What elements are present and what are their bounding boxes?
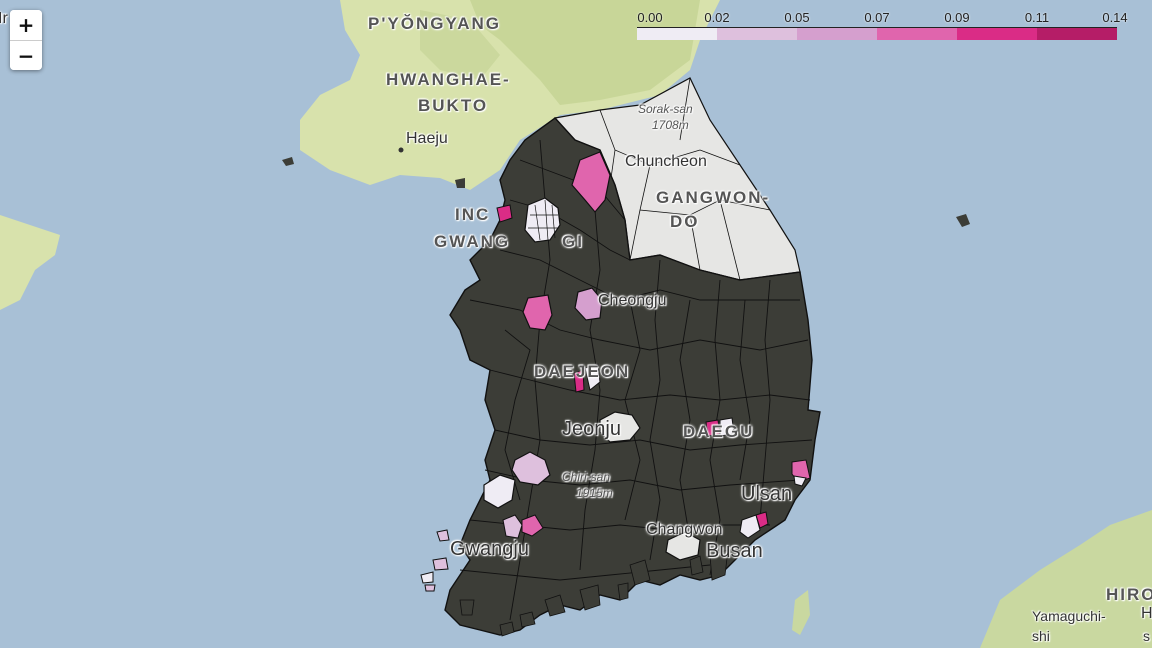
region-changwon-white[interactable]: [665, 531, 701, 561]
legend-tick-label: 0.07: [864, 10, 890, 25]
legend-ticks: 0.00 0.02 0.05 0.07 0.09 0.11 0.14: [637, 10, 1127, 27]
zoom-control: + −: [10, 10, 42, 70]
island-jeju-w1: [420, 571, 434, 584]
zoom-in-button[interactable]: +: [10, 10, 42, 40]
region-pohang-white[interactable]: [793, 475, 807, 487]
legend-swatch: [637, 28, 717, 40]
island-baengnyeong: [455, 178, 465, 188]
legend-swatch: [957, 28, 1037, 40]
region-daejeon-pink[interactable]: [573, 369, 585, 393]
legend-swatch: [877, 28, 957, 40]
region-jeonju[interactable]: [599, 411, 641, 443]
legend-swatch: [1037, 28, 1117, 40]
island-ulleung: [956, 214, 970, 227]
legend-bar: [637, 27, 1117, 40]
tsushima: [792, 590, 810, 635]
legend-tick-label: 0.14: [1102, 10, 1128, 25]
region-gwangju-pink-1[interactable]: [502, 514, 523, 539]
legend-swatch: [797, 28, 877, 40]
region-north-gyeonggi-pink[interactable]: [571, 151, 611, 213]
region-seoul[interactable]: [524, 197, 561, 243]
japan-landmass: [980, 510, 1152, 648]
legend-tick-label: 0.09: [944, 10, 970, 25]
island-w: [282, 157, 294, 166]
region-incheon[interactable]: [496, 204, 513, 223]
gangwon-borders: [599, 77, 771, 281]
legend-tick-label: 0.11: [1024, 10, 1050, 25]
region-daejeon-white[interactable]: [584, 363, 601, 391]
seoul-borders: [528, 199, 558, 241]
legend-tick-label: 0.05: [784, 10, 810, 25]
region-daegu-white[interactable]: [719, 417, 735, 437]
region-jeolla-white[interactable]: [483, 474, 516, 509]
legend-tick-label: 0.00: [637, 10, 663, 25]
legend-tick-label: 0.02: [704, 10, 730, 25]
region-gwangju-pink-2[interactable]: [521, 514, 544, 537]
color-legend: 0.00 0.02 0.05 0.07 0.09 0.11 0.14: [637, 10, 1128, 42]
south-islands: [459, 549, 729, 637]
zoom-out-button[interactable]: −: [10, 40, 42, 70]
region-jeolla-pink[interactable]: [511, 451, 551, 486]
island-jeju-w4: [436, 529, 450, 542]
north-terrain-shade-2: [420, 10, 500, 80]
north-terrain-shade: [470, 0, 700, 105]
region-busan-white[interactable]: [739, 514, 761, 539]
region-cheonan-pink[interactable]: [522, 294, 553, 331]
region-busan-pink[interactable]: [755, 511, 769, 529]
haeju-marker: [398, 147, 404, 153]
region-daegu-pink[interactable]: [705, 419, 721, 437]
region-cheongju-pink[interactable]: [574, 287, 603, 321]
island-jeju-w2: [432, 557, 449, 571]
shandong-landmass: [0, 215, 60, 310]
island-jeju-w3: [424, 584, 436, 592]
legend-swatch: [717, 28, 797, 40]
